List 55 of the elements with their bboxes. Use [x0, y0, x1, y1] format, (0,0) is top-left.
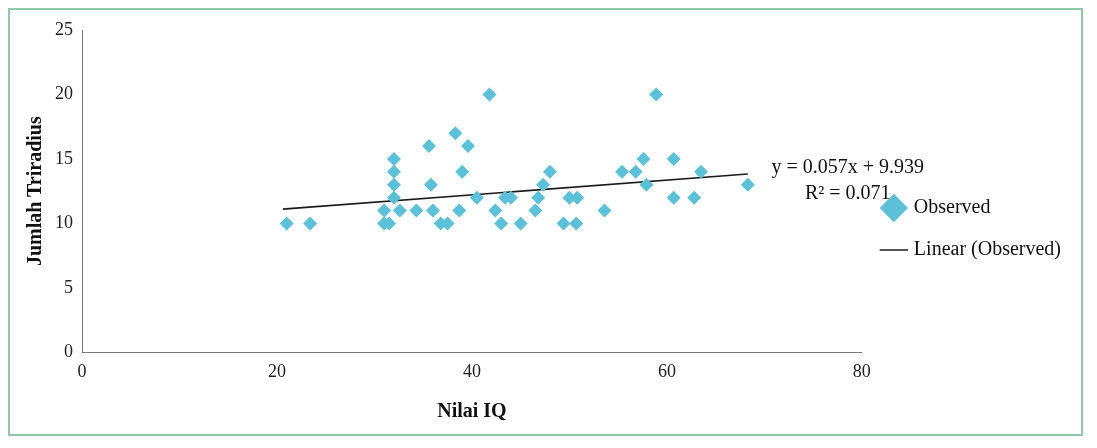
point: [494, 216, 509, 231]
point: [279, 216, 294, 231]
y-tick-label: 20: [55, 83, 73, 104]
point: [482, 87, 497, 102]
point: [569, 216, 584, 231]
point: [666, 190, 681, 205]
x-axis-title: Nilai IQ: [437, 399, 507, 422]
point: [386, 151, 401, 166]
point: [556, 216, 571, 231]
point: [597, 203, 612, 218]
point: [469, 190, 484, 205]
x-tick-label: 60: [657, 360, 676, 381]
x-tick-label: 0: [77, 360, 87, 381]
point: [542, 164, 557, 179]
y-tick-label: 15: [55, 147, 73, 168]
point: [636, 151, 651, 166]
point: [303, 216, 318, 231]
y-tick-label: 25: [55, 18, 73, 39]
legend-label: Observed: [913, 195, 991, 218]
point: [694, 164, 709, 179]
point: [409, 203, 424, 218]
point: [386, 190, 401, 205]
point: [536, 177, 551, 192]
legend-label: Linear (Observed): [913, 237, 1062, 261]
point: [531, 190, 546, 205]
point: [639, 177, 654, 192]
point: [392, 203, 407, 218]
point: [666, 151, 681, 166]
y-tick-label: 0: [64, 341, 73, 362]
point: [740, 177, 755, 192]
point: [649, 87, 664, 102]
annotation: y = 0.057x + 9.939: [771, 155, 925, 179]
point: [452, 203, 467, 218]
point: [528, 203, 543, 218]
point: [628, 164, 643, 179]
point: [455, 164, 470, 179]
x-tick-label: 20: [267, 360, 286, 381]
point: [448, 126, 463, 141]
point: [513, 216, 528, 231]
point: [422, 139, 437, 154]
point: [425, 203, 440, 218]
point: [615, 164, 630, 179]
y-tick-label: 10: [55, 212, 73, 233]
point: [386, 164, 401, 179]
point: [461, 139, 476, 154]
y-axis-title: Jumlah Triradius: [23, 116, 46, 267]
point: [377, 203, 392, 218]
point: [687, 190, 702, 205]
x-tick-label: 40: [462, 360, 481, 381]
annotation: R² = 0.071: [804, 181, 891, 204]
point: [423, 177, 438, 192]
point: [488, 203, 503, 218]
point: [386, 177, 401, 192]
y-tick-label: 5: [64, 276, 73, 297]
x-tick-label: 80: [852, 360, 871, 381]
